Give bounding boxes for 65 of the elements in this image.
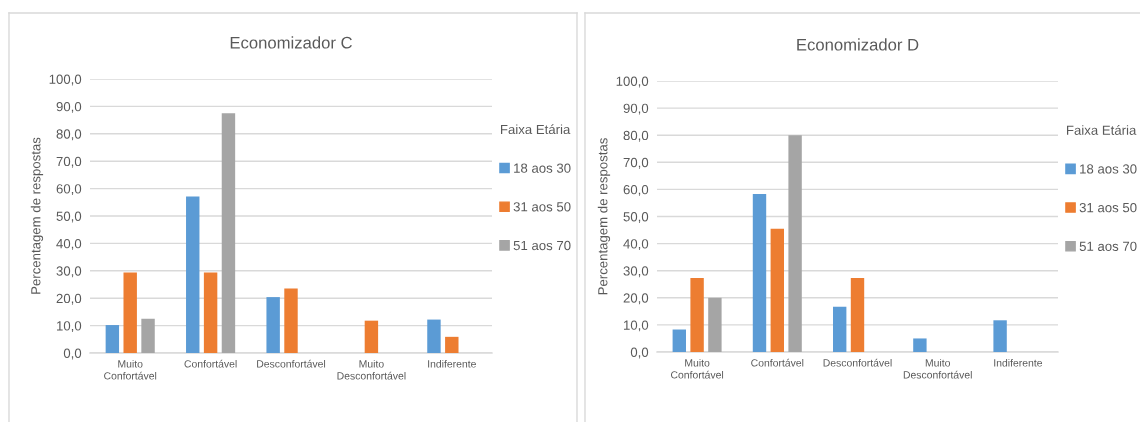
bar [708, 297, 722, 352]
x-tick-label: Confortável [184, 359, 237, 368]
legend-label: 51 aos 70 [1079, 241, 1137, 251]
y-tick-label: 30,0 [623, 266, 649, 278]
y-tick-label: 0,0 [63, 348, 82, 360]
legend-label: 51 aos 70 [513, 240, 571, 251]
y-axis-title: Percentagem de respostas [30, 137, 44, 294]
bar [186, 196, 200, 353]
bar [123, 272, 137, 353]
y-tick-label: 100,0 [616, 76, 649, 88]
legend-label: 18 aos 30 [514, 163, 571, 173]
x-tick-label: Desconfortável [257, 359, 326, 368]
legend-label: 18 aos 30 [1080, 164, 1137, 174]
bar [105, 325, 120, 353]
bar [672, 329, 686, 352]
bar [770, 228, 784, 352]
y-tick-label: 30,0 [56, 266, 82, 278]
bar [850, 278, 865, 352]
y-tick-label: 70,0 [56, 156, 82, 168]
legend-label: 31 aos 50 [513, 202, 571, 212]
x-tick-label: Confortável [751, 358, 804, 367]
x-tick-label: Muito Desconfortável [337, 359, 406, 380]
bar [913, 338, 927, 352]
y-tick-label: 50,0 [56, 211, 82, 223]
x-tick-label: Muito Desconfortável [903, 358, 972, 379]
y-tick-label: 100,0 [49, 74, 82, 86]
y-tick-label: 70,0 [623, 157, 649, 169]
bar [445, 336, 459, 353]
bar [141, 318, 155, 353]
y-tick-label: 80,0 [56, 129, 82, 141]
x-tick-label: Indiferente [994, 358, 1043, 367]
y-tick-label: 90,0 [56, 101, 82, 113]
bar [266, 297, 280, 353]
bar [993, 320, 1007, 352]
y-axis-title: Percentagem de respostas [597, 138, 611, 295]
y-tick-label: 20,0 [56, 293, 82, 305]
bar [752, 194, 767, 352]
y-tick-label: 80,0 [623, 130, 649, 142]
bar [833, 306, 847, 352]
y-tick-label: 50,0 [623, 212, 649, 223]
x-tick-label: Muito Confortável [671, 358, 724, 379]
bar [221, 113, 236, 353]
y-tick-label: 40,0 [623, 239, 649, 251]
y-tick-label: 10,0 [624, 320, 649, 332]
legend-title: Faixa Etária [501, 124, 571, 135]
bar [284, 288, 298, 353]
y-tick-label: 60,0 [623, 184, 649, 196]
y-tick-label: 60,0 [56, 184, 82, 196]
y-tick-label: 40,0 [56, 238, 82, 250]
chart-title: Economizador D [797, 38, 919, 51]
x-tick-label: Muito Confortável [104, 359, 157, 380]
bar [364, 320, 379, 353]
y-tick-label: 90,0 [623, 103, 649, 115]
y-tick-label: 0,0 [630, 347, 649, 359]
bar [203, 272, 218, 353]
legend-label: 31 aos 50 [1079, 202, 1137, 213]
y-tick-label: 20,0 [623, 293, 649, 305]
bar [427, 319, 441, 353]
bar [788, 135, 802, 352]
y-tick-label: 10,0 [57, 321, 82, 333]
chart-title: Economizador C [230, 36, 352, 49]
bar [690, 278, 704, 352]
x-tick-label: Desconfortável [823, 358, 892, 367]
legend-title: Faixa Etária [1067, 125, 1137, 135]
x-tick-label: Indiferente [428, 359, 476, 368]
